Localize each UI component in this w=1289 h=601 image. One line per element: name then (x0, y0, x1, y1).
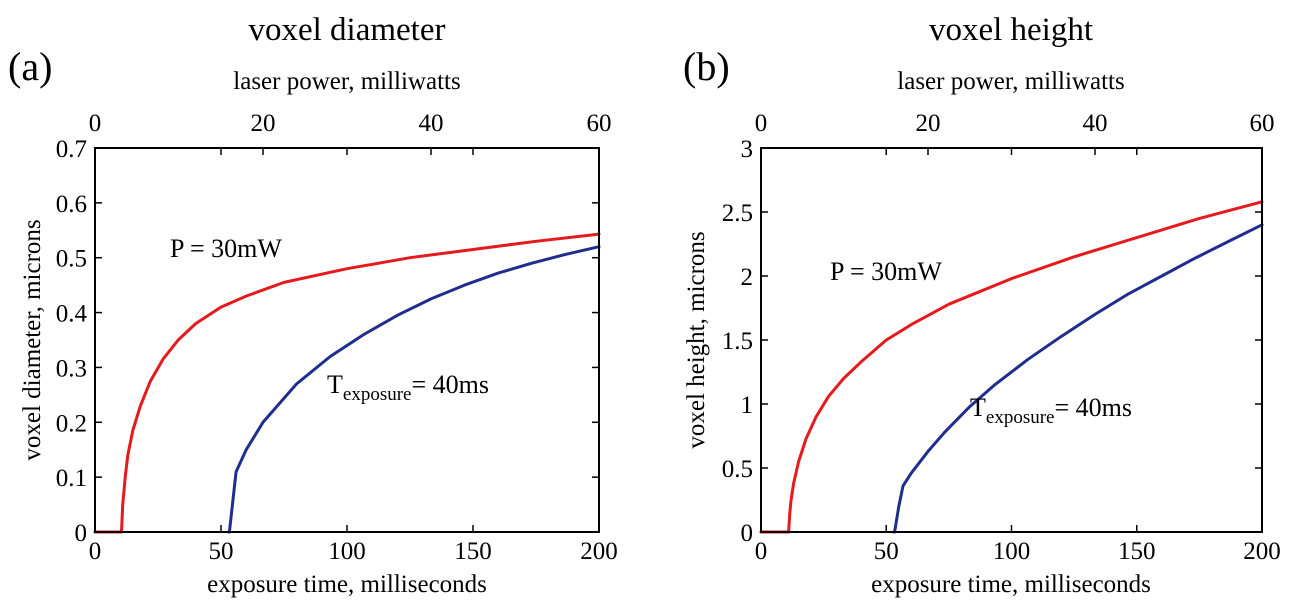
x-tick-label-a: 200 (580, 538, 618, 565)
y-tick-label-a: 0.1 (56, 465, 87, 492)
exposure-series-line-a (227, 245, 601, 534)
power-series-line-b (759, 200, 1264, 534)
x-tick-label-a: 50 (209, 538, 234, 565)
annotation-exposure-main-a: T (327, 370, 343, 399)
top-tick-label-a: 0 (89, 110, 102, 137)
x-tick-label-a: 150 (454, 538, 492, 565)
plot-frame-a (94, 147, 600, 533)
x-tick-label-b: 50 (874, 538, 899, 565)
panel-label-a: (a) (8, 44, 52, 89)
x-axis-label-b: exposure time, milliseconds (871, 571, 1151, 598)
panel-a: (a) voxel diameter laser power, milliwat… (8, 12, 618, 598)
top-tick-label-b: 0 (755, 110, 768, 137)
power-series-line-a (93, 232, 601, 534)
annotation-exposure-main-b: T (970, 393, 986, 422)
y-axis-label-a: voxel diameter, microns (19, 219, 46, 460)
top-axis-label-b: laser power, milliwatts (897, 68, 1124, 95)
y-tick-label-a: 0.3 (56, 355, 87, 382)
top-tick-label-a: 60 (587, 110, 612, 137)
curves-a (93, 232, 601, 534)
top-tick-label-a: 40 (419, 110, 444, 137)
ticks-a: 0 50 100 150 200 0 20 40 60 0 0.1 0.2 0.3 0.4 0.5 0.6 0.… (56, 110, 618, 565)
annotation-exposure-b: Texposure= 40ms (970, 393, 1132, 428)
y-tick-label-b: 1 (741, 392, 754, 419)
y-tick-label-b: 3 (741, 136, 754, 163)
y-tick-label-b: 1.5 (722, 328, 753, 355)
x-axis-label-a: exposure time, milliseconds (207, 571, 487, 598)
x-tick-label-a: 100 (328, 538, 366, 565)
x-tick-label-b: 0 (755, 538, 768, 565)
ticks-b: 0 50 100 150 200 0 20 40 60 0 0.5 1 1.5 2 2.5 3 (722, 110, 1281, 565)
y-tick-label-b: 2 (741, 264, 754, 291)
y-tick-label-a: 0.5 (56, 246, 87, 273)
y-tick-label-b: 0.5 (722, 456, 753, 483)
chart-title-b: voxel height (929, 12, 1093, 48)
annotation-exposure-sub-a: exposure (343, 384, 412, 405)
panel-b: (b) voxel height laser power, milliwatts… (683, 12, 1281, 598)
x-tick-label-a: 0 (89, 538, 102, 565)
y-tick-label-a: 0.4 (56, 301, 88, 328)
curves-b (759, 200, 1264, 534)
top-tick-label-b: 60 (1250, 110, 1275, 137)
annotation-power-b: P = 30mW (830, 257, 942, 286)
x-tick-label-b: 200 (1243, 538, 1281, 565)
top-tick-label-a: 20 (251, 110, 276, 137)
y-tick-label-a: 0 (75, 520, 88, 547)
y-tick-label-b: 2.5 (722, 200, 753, 227)
y-axis-label-b: voxel height, microns (683, 231, 710, 448)
top-tick-label-b: 40 (1083, 110, 1108, 137)
annotation-exposure-rest-a: = 40ms (411, 370, 489, 399)
chart-title-a: voxel diameter (248, 12, 445, 48)
annotation-exposure-rest-b: = 40ms (1054, 393, 1132, 422)
annotation-exposure-a: Texposure= 40ms (327, 370, 489, 405)
top-axis-label-a: laser power, milliwatts (233, 68, 460, 95)
y-tick-label-a: 0.6 (56, 191, 87, 218)
y-tick-label-a: 0.2 (56, 410, 87, 437)
exposure-series-line-b (892, 223, 1264, 534)
y-tick-label-a: 0.7 (56, 136, 87, 163)
annotation-power-a: P = 30mW (170, 234, 282, 263)
top-tick-label-b: 20 (916, 110, 941, 137)
annotation-exposure-sub-b: exposure (986, 407, 1055, 428)
panel-label-b: (b) (683, 44, 730, 89)
y-tick-label-b: 0 (741, 520, 754, 547)
plot-frame-b (760, 147, 1263, 533)
x-tick-label-b: 150 (1118, 538, 1156, 565)
x-tick-label-b: 100 (993, 538, 1031, 565)
